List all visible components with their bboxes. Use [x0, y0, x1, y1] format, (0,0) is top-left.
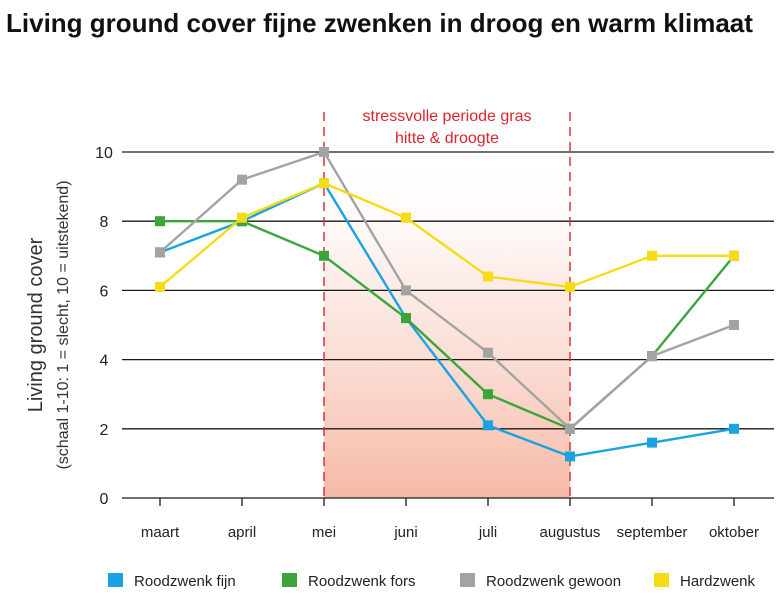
data-point	[565, 451, 575, 462]
series-line	[159, 181, 735, 458]
y-axis-label: Living ground cover	[25, 237, 47, 412]
data-point	[483, 420, 493, 431]
y-tick-label: 0	[100, 491, 109, 508]
x-tick-label: oktober	[709, 524, 759, 541]
y-tick-label: 8	[100, 214, 109, 231]
data-point	[729, 320, 739, 330]
data-point	[483, 389, 493, 400]
data-point	[319, 147, 329, 157]
legend-swatch	[654, 573, 669, 587]
data-point	[401, 285, 411, 296]
series-line	[159, 181, 734, 289]
legend-swatch	[282, 573, 297, 587]
data-point	[155, 281, 165, 292]
x-tick-label: juli	[478, 524, 497, 541]
data-point	[729, 423, 739, 434]
data-point	[319, 250, 329, 261]
series-line	[159, 150, 735, 430]
legend-swatch	[108, 573, 123, 587]
x-tick-label: september	[617, 524, 688, 541]
data-point	[237, 212, 247, 223]
x-tick-label: mei	[312, 524, 336, 541]
x-tick-label: april	[228, 524, 256, 541]
data-point	[647, 250, 657, 261]
y-tick-label: 6	[100, 283, 109, 300]
stress-period-label: hitte & droogte	[395, 130, 499, 147]
data-point	[647, 351, 657, 362]
legend-swatch	[460, 573, 475, 587]
data-point	[565, 423, 575, 434]
data-point	[483, 347, 493, 358]
stress-period-area	[324, 150, 570, 498]
x-tick-label: augustus	[540, 524, 601, 541]
data-point	[155, 216, 165, 227]
legend-label: Roodzwenk gewoon	[486, 573, 621, 590]
data-point	[565, 281, 575, 292]
data-point	[401, 212, 411, 223]
legend-label: Roodzwenk fors	[308, 573, 416, 590]
legend-label: Hardzwenk	[680, 573, 756, 590]
data-point	[647, 437, 657, 448]
data-point	[237, 174, 247, 185]
y-tick-label: 2	[100, 422, 109, 439]
legend-label: Roodzwenk fijn	[134, 573, 236, 590]
chart-title: Living ground cover fijne zwenken in dro…	[6, 8, 753, 38]
y-tick-label: 4	[100, 353, 109, 370]
x-tick-label: maart	[141, 524, 180, 541]
x-tick-label: juni	[393, 524, 417, 541]
y-tick-label: 10	[95, 145, 113, 162]
data-point	[729, 250, 739, 261]
data-point	[319, 178, 329, 189]
data-point	[483, 271, 493, 282]
data-point	[401, 313, 411, 324]
data-point	[155, 247, 165, 258]
stress-period-label: stressvolle periode gras	[363, 108, 532, 125]
y-axis-sublabel: (schaal 1-10: 1 = slecht, 10 = uitsteken…	[55, 180, 72, 469]
